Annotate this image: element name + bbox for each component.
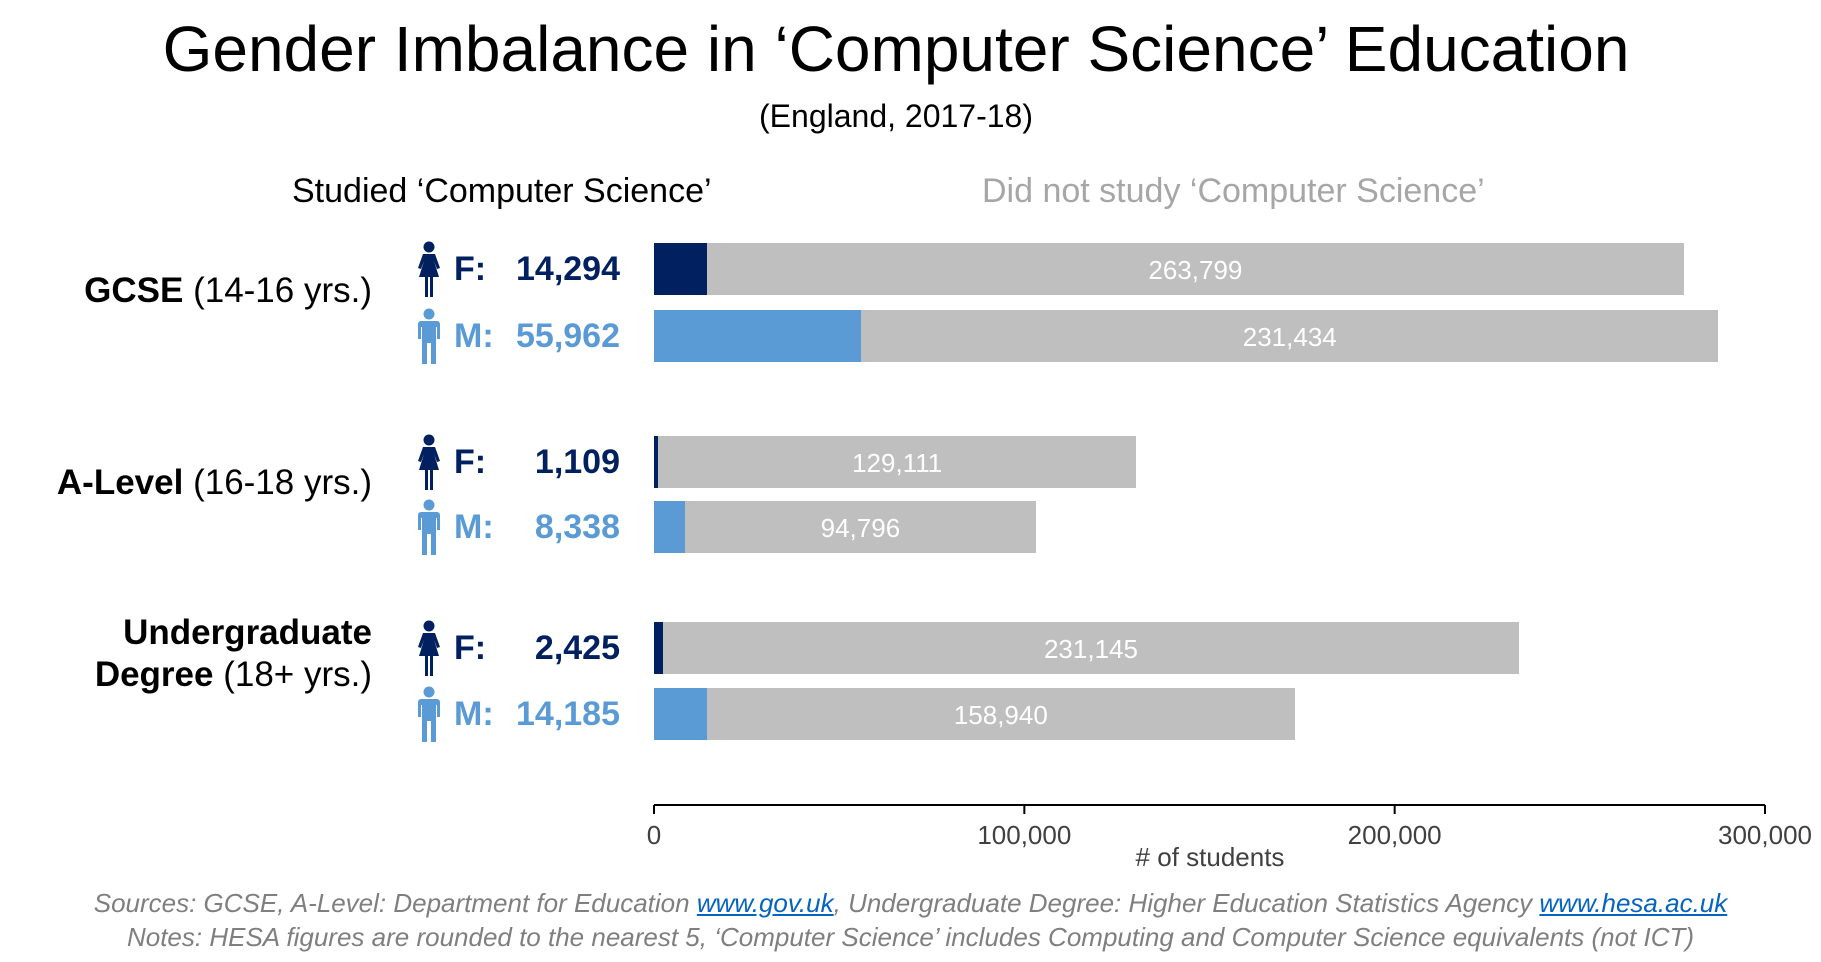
not-studied-value-label: 94,796 [820,513,901,543]
category-age-range: (16-18 yrs.) [183,463,372,502]
studied-value-label: 8,338 [534,508,620,546]
category-label: GCSE (14-16 yrs.) [84,270,372,312]
category-label: A-Level (16-18 yrs.) [57,462,372,504]
gender-label: F: [454,443,487,481]
female-icon [414,434,444,490]
gender-label: M: [454,695,494,733]
male-icon [414,308,444,364]
studied-value-label: 14,294 [516,250,620,288]
bar-not-studied [706,243,1684,295]
not-studied-value-label: 263,799 [1148,255,1243,285]
bar-female-studied [654,436,659,488]
not-studied-value-label: 231,434 [1242,322,1337,352]
male-icon [414,499,444,555]
category-name: A-Level [56,463,184,502]
category-name: GCSE [84,271,184,310]
bar-not-studied [861,310,1719,362]
gender-label: F: [454,250,487,288]
bar-not-studied [684,501,1036,553]
category-name: Undergraduate [123,613,372,652]
bar-not-studied [662,622,1519,674]
bar-not-studied [706,688,1296,740]
hesa-link[interactable]: www.hesa.ac.uk [1539,888,1728,918]
gender-label: F: [454,629,487,667]
x-tick-label: 0 [646,820,662,850]
sources-text-2: , Undergraduate Degree: Higher Education… [833,888,1540,918]
gender-label: M: [454,508,494,546]
studied-value-label: 14,185 [516,695,620,733]
bar-male-studied [654,310,862,362]
chart-title: Gender Imbalance in ‘Computer Science’ E… [162,13,1630,85]
bar-female-studied [654,243,707,295]
not-studied-value-label: 129,111 [852,448,943,478]
bar-not-studied [658,436,1137,488]
male-icon [414,686,444,742]
not-studied-value-label: 231,145 [1043,634,1138,664]
category-age-range: (18+ yrs.) [213,655,372,694]
bar-female-studied [654,622,663,674]
studied-value-label: 2,425 [534,629,620,667]
not-studied-value-label: 158,940 [953,700,1048,730]
bar-male-studied [654,501,685,553]
sources-note: Sources: GCSE, A-Level: Department for E… [0,888,1821,919]
category-age-range: (14-16 yrs.) [183,271,372,310]
studied-value-label: 55,962 [516,317,620,355]
x-tick-label: 200,000 [1347,820,1442,850]
gov-uk-link[interactable]: www.gov.uk [696,888,834,918]
legend-not-studied: Did not study ‘Computer Science’ [982,172,1485,210]
category-label: Undergraduate Degree (18+ yrs.) [95,612,372,696]
category-name-line2: Degree [94,655,214,694]
x-tick-label: 100,000 [977,820,1072,850]
sources-text: Sources: GCSE, A-Level: Department for E… [93,888,697,918]
x-axis-label: # of students [1135,842,1285,872]
female-icon [414,241,444,297]
gender-label: M: [454,317,494,355]
female-icon [414,620,444,676]
studied-value-label: 1,109 [534,443,620,481]
legend-studied: Studied ‘Computer Science’ [292,172,712,210]
bar-male-studied [654,688,707,740]
x-tick-label: 300,000 [1718,820,1812,850]
notes-text: Notes: HESA figures are rounded to the n… [126,922,1695,952]
chart-subtitle: (England, 2017-18) [759,98,1033,134]
